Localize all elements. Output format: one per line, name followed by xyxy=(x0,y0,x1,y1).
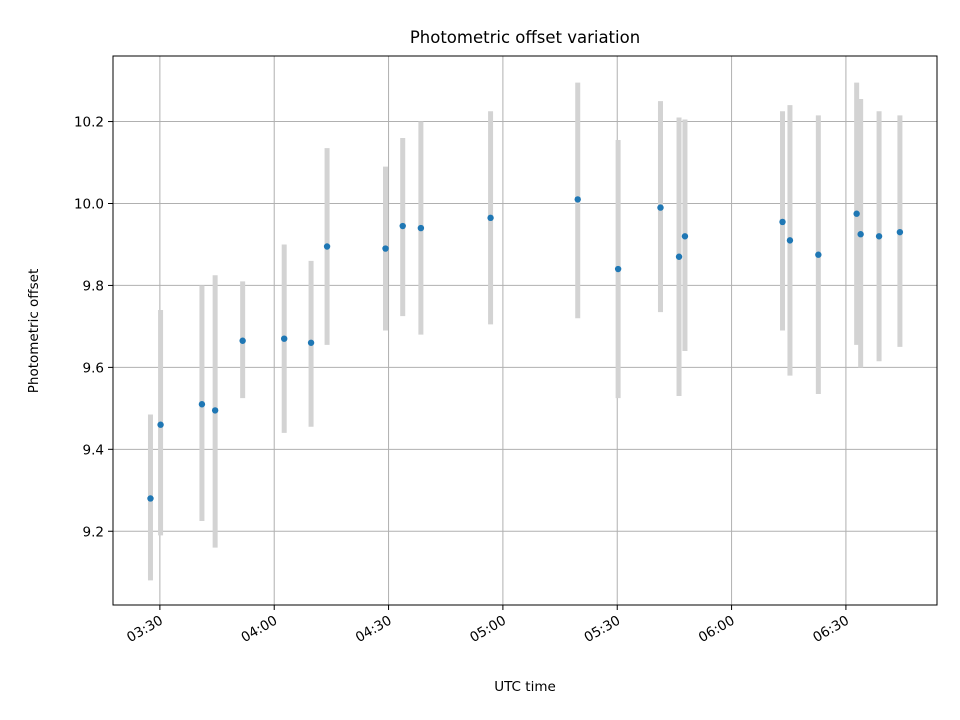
data-point xyxy=(382,245,389,252)
error-bars xyxy=(147,82,903,581)
data-point xyxy=(657,204,664,211)
data-point xyxy=(307,339,315,346)
chart-title: Photometric offset variation xyxy=(410,28,640,47)
y-tick-label: 9.2 xyxy=(83,524,104,540)
x-axis-label: UTC time xyxy=(494,679,556,695)
data-point xyxy=(211,407,219,414)
x-tick-label: 06:30 xyxy=(810,613,852,646)
data-points xyxy=(147,196,904,502)
data-point xyxy=(675,253,683,260)
y-tick-label: 10.2 xyxy=(74,115,104,131)
data-point xyxy=(614,265,622,273)
data-point xyxy=(574,196,581,203)
data-point xyxy=(815,251,822,258)
plot-frame xyxy=(112,55,938,606)
data-point xyxy=(779,218,786,226)
x-tick-label: 03:30 xyxy=(124,613,166,646)
data-point xyxy=(323,243,331,250)
data-point xyxy=(157,421,164,428)
data-point xyxy=(417,224,425,232)
y-tick-label: 9.6 xyxy=(83,360,104,376)
data-point xyxy=(147,495,154,502)
x-axis: 03:30 04:00 04:30 05:00 05:30 06:00 06:30 xyxy=(124,605,852,646)
y-axis: 9.2 9.4 9.6 9.8 10.0 10.2 xyxy=(74,115,113,540)
y-tick-label: 10.0 xyxy=(74,196,104,212)
x-tick-label: 04:00 xyxy=(239,613,281,646)
data-point xyxy=(896,228,904,236)
data-point xyxy=(786,237,794,244)
x-tick-label: 04:30 xyxy=(353,613,395,646)
x-tick-label: 06:00 xyxy=(696,613,738,646)
data-point xyxy=(239,337,246,344)
x-tick-label: 05:30 xyxy=(582,613,624,646)
grid xyxy=(113,56,937,605)
data-point xyxy=(853,210,860,217)
y-tick-label: 9.8 xyxy=(83,278,104,294)
data-point xyxy=(875,233,883,240)
data-point xyxy=(198,401,206,408)
data-point xyxy=(857,231,864,238)
data-point xyxy=(280,335,288,342)
data-point xyxy=(681,233,689,240)
data-point xyxy=(487,214,494,222)
x-tick-label: 05:00 xyxy=(467,613,509,646)
data-point xyxy=(399,222,406,230)
y-tick-label: 9.4 xyxy=(83,442,104,458)
y-axis-label: Photometric offset xyxy=(26,269,42,393)
